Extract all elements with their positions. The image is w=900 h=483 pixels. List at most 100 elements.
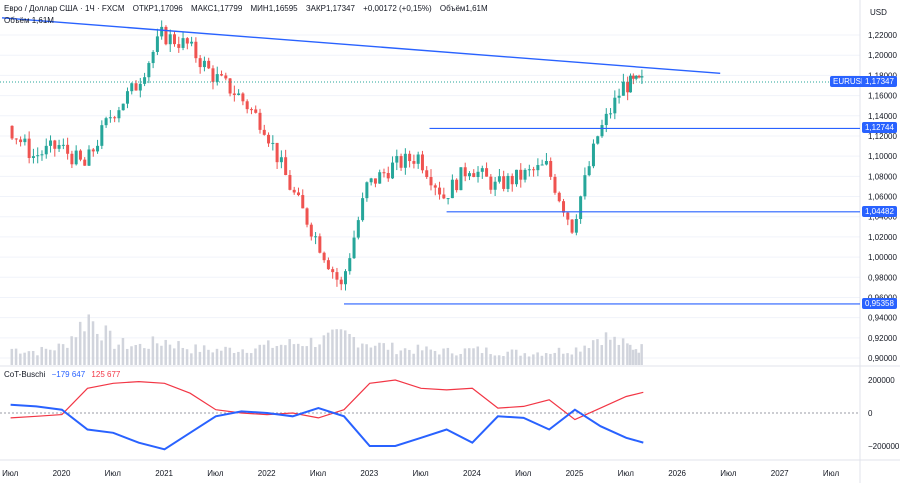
volume-bar	[292, 344, 296, 365]
volume-bar	[583, 345, 586, 365]
volume-bar	[369, 347, 373, 365]
candle-body	[258, 112, 262, 130]
candle-body	[164, 26, 168, 45]
volume-bar	[391, 342, 394, 365]
price-tick-label: 1,20000	[868, 51, 897, 60]
time-tick-label: Июл	[720, 469, 737, 478]
volume-bar	[640, 344, 643, 365]
volume-bar	[275, 346, 279, 365]
candle-body	[318, 236, 322, 253]
candle-body	[237, 93, 241, 95]
candle-body	[493, 181, 497, 190]
volume-bar	[549, 353, 552, 365]
candle-body	[10, 125, 14, 139]
candle-body	[557, 192, 561, 202]
volume-bar	[228, 347, 232, 365]
volume-bar	[224, 346, 227, 365]
ticker-badge: EURUSD	[830, 75, 870, 87]
volume-bar	[361, 343, 364, 365]
candle-body	[249, 109, 253, 111]
volume-bar	[399, 350, 403, 365]
volume-bar	[395, 354, 398, 365]
level-label-1: 1,12744	[862, 122, 897, 134]
candle-body	[61, 144, 65, 146]
candle-body	[386, 173, 390, 179]
volume-legend[interactable]: Объём 1,61M	[4, 16, 54, 25]
cot-legend[interactable]: CoT-Buschi −179 647 125 677	[4, 370, 120, 379]
candle-body	[515, 169, 518, 185]
volume-bar	[143, 348, 146, 365]
volume-bar	[412, 353, 415, 365]
low-value: МИН1,16595	[250, 4, 298, 13]
volume-bar	[339, 329, 343, 365]
candle-body	[378, 172, 382, 184]
volume-bar	[515, 349, 518, 365]
candle-body	[344, 271, 347, 285]
candle-body	[339, 279, 343, 285]
candle-body	[121, 103, 125, 111]
level-label-2: 1,04482	[862, 205, 897, 217]
volume-bar	[532, 354, 535, 365]
time-tick-label: 2020	[53, 469, 71, 478]
candle-body	[506, 175, 510, 189]
candle-body	[279, 157, 283, 163]
candle-body	[583, 175, 587, 197]
volume-bar	[420, 350, 424, 365]
volume-bar	[544, 353, 548, 365]
volume-bar	[194, 344, 197, 365]
open-value: ОТКР1,17096	[132, 4, 183, 13]
volume-bar	[100, 340, 103, 365]
candle-body	[596, 136, 600, 144]
volume-bar	[113, 348, 116, 365]
volume-bar	[596, 339, 599, 365]
candle-body	[391, 162, 395, 179]
volume-bar	[168, 344, 172, 365]
volume-bar	[44, 348, 48, 365]
candle-body	[631, 75, 635, 79]
volume-bar	[108, 330, 112, 365]
candle-body	[160, 26, 164, 37]
volume-bar	[296, 343, 300, 365]
candle-body	[527, 169, 531, 171]
candle-body	[570, 219, 574, 233]
candle-body	[420, 154, 424, 171]
candle-body	[296, 192, 300, 196]
candle-body	[467, 173, 471, 177]
candle-body	[104, 118, 108, 126]
volume-value: Объём1,61M	[439, 4, 488, 13]
volume-bar	[416, 344, 420, 365]
candle-body	[489, 176, 493, 190]
currency-label[interactable]: USD	[870, 8, 887, 17]
candle-body	[502, 176, 506, 189]
time-tick-label: 2024	[463, 469, 481, 478]
volume-bar	[467, 348, 471, 365]
candle-body	[202, 60, 206, 68]
candle-body	[604, 113, 608, 126]
volume-bar	[49, 349, 52, 365]
time-tick-label: 2021	[155, 469, 173, 478]
price-tick-label: 0,92000	[868, 334, 897, 343]
volume-bar	[553, 352, 556, 365]
candle-body	[562, 201, 566, 213]
candle-body	[348, 258, 352, 272]
candle-body	[472, 173, 476, 177]
candle-body	[185, 38, 189, 44]
candle-body	[356, 220, 360, 238]
volume-bar	[629, 344, 632, 365]
candle-body	[241, 93, 245, 102]
candle-body	[74, 150, 78, 165]
volume-bar	[271, 347, 274, 365]
volume-bar	[134, 345, 138, 365]
volume-bar	[241, 349, 244, 365]
volume-bar	[502, 355, 505, 365]
candle-body	[519, 169, 523, 180]
volume-bar	[425, 346, 428, 365]
candle-body	[613, 97, 617, 114]
candle-body	[207, 60, 211, 69]
candle-body	[245, 101, 249, 110]
volume-bar	[591, 340, 595, 365]
volume-bar	[450, 353, 454, 365]
candle-body	[331, 269, 335, 273]
symbol-label[interactable]: Евро / Доллар США · 1Ч · FXCM	[4, 4, 125, 13]
candle-body	[173, 34, 176, 45]
